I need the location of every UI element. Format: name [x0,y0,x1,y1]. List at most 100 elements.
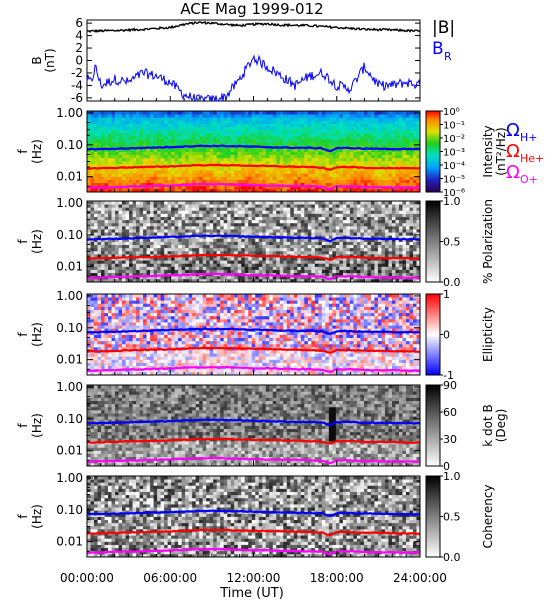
polarization-cell [230,201,235,205]
polarization-cell [381,263,386,267]
polarization-cell [185,229,190,233]
polarization-cell [174,213,179,217]
polarization-cell [314,241,319,246]
polarization-cell [220,247,225,252]
intensity-cell [195,154,200,159]
polarization-cell [402,266,407,270]
polarization-cell [356,201,361,205]
polarization-cell [363,241,368,246]
intensity-cell [248,154,253,159]
intensity-cell [412,176,417,180]
polarization-cell [118,278,123,283]
polarization-cell [195,241,200,246]
intensity-cell [328,157,333,162]
polarization-cell [363,266,368,270]
intensity-cell [237,170,242,174]
intensity-cell [381,157,386,162]
polarization-cell [195,263,200,267]
polarization-cell [164,266,169,270]
intensity-cell [412,120,417,124]
intensity-cell [265,129,270,134]
polarization-cell [108,263,112,267]
polarization-cell [402,229,407,233]
polarization-cell [304,247,309,252]
polarization-cell [206,232,211,236]
intensity-cell [143,129,147,134]
polarization-cell [139,225,144,230]
polarization-cell [97,241,102,246]
intensity-cell [360,139,365,143]
intensity-cell [283,154,288,159]
intensity-cell [384,182,389,187]
polarization-cell [230,275,235,280]
intensity-cell [339,157,344,162]
intensity-cell [213,117,218,121]
intensity-cell [108,176,112,180]
polarization-cell [136,201,140,205]
polarization-cell [311,210,316,214]
intensity-cell [342,142,347,146]
polarization-cell [237,210,242,214]
intensity-cell [374,135,379,140]
polarization-cell [202,250,207,255]
intensity-cell [311,139,316,143]
intensity-cell [332,142,337,146]
intensity-cell [300,126,305,131]
intensity-cell [391,129,396,134]
polarization-cell [381,229,386,233]
polarization-cell [293,201,298,205]
intensity-cell [150,111,154,115]
polarization-cell [391,247,396,252]
intensity-cell [328,117,333,121]
polarization-cell [304,244,309,249]
intensity-cell [132,170,137,174]
polarization-cell [132,222,137,227]
intensity-cell [311,160,316,165]
intensity-cell [115,126,119,131]
intensity-cell [300,167,305,171]
intensity-cell [311,117,316,121]
polarization-cell [356,222,361,227]
intensity-cell [272,117,277,121]
polarization-cell [405,272,410,277]
intensity-cell [321,126,326,131]
intensity-cell [104,176,109,180]
polarization-cell [374,263,379,267]
polarization-cell [402,201,407,205]
polarization-cell [178,207,183,211]
polarization-cell [353,250,358,255]
intensity-cell [216,160,221,165]
intensity-cell [262,148,267,152]
intensity-cell [290,132,295,137]
polarization-cell [325,253,330,258]
intensity-cell [118,111,123,115]
polarization-cell [307,222,312,227]
intensity-cell [290,173,295,177]
intensity-cell [416,135,421,140]
polarization-cell [90,253,95,258]
polarization-cell [216,232,221,236]
intensity-cell [150,129,154,134]
polarization-cell [307,201,312,205]
intensity-cell [157,188,162,193]
intensity-cell [129,154,133,159]
intensity-cell [237,173,242,177]
polarization-cell [269,250,274,255]
intensity-cell [241,120,246,124]
intensity-cell [398,157,403,162]
intensity-cell [318,157,323,162]
polarization-cell [146,232,151,236]
polarization-cell [353,204,358,208]
polarization-cell [339,229,344,233]
polarization-cell [391,278,396,283]
polarization-cell [234,204,239,208]
intensity-cell [195,142,200,146]
polarization-cell [90,241,95,246]
intensity-cell [342,120,347,124]
intensity-cell [290,170,295,174]
intensity-cell [349,185,354,190]
polarization-cell [346,247,351,252]
polarization-cell [241,222,246,227]
polarization-cell [241,204,246,208]
intensity-cell [230,170,235,174]
